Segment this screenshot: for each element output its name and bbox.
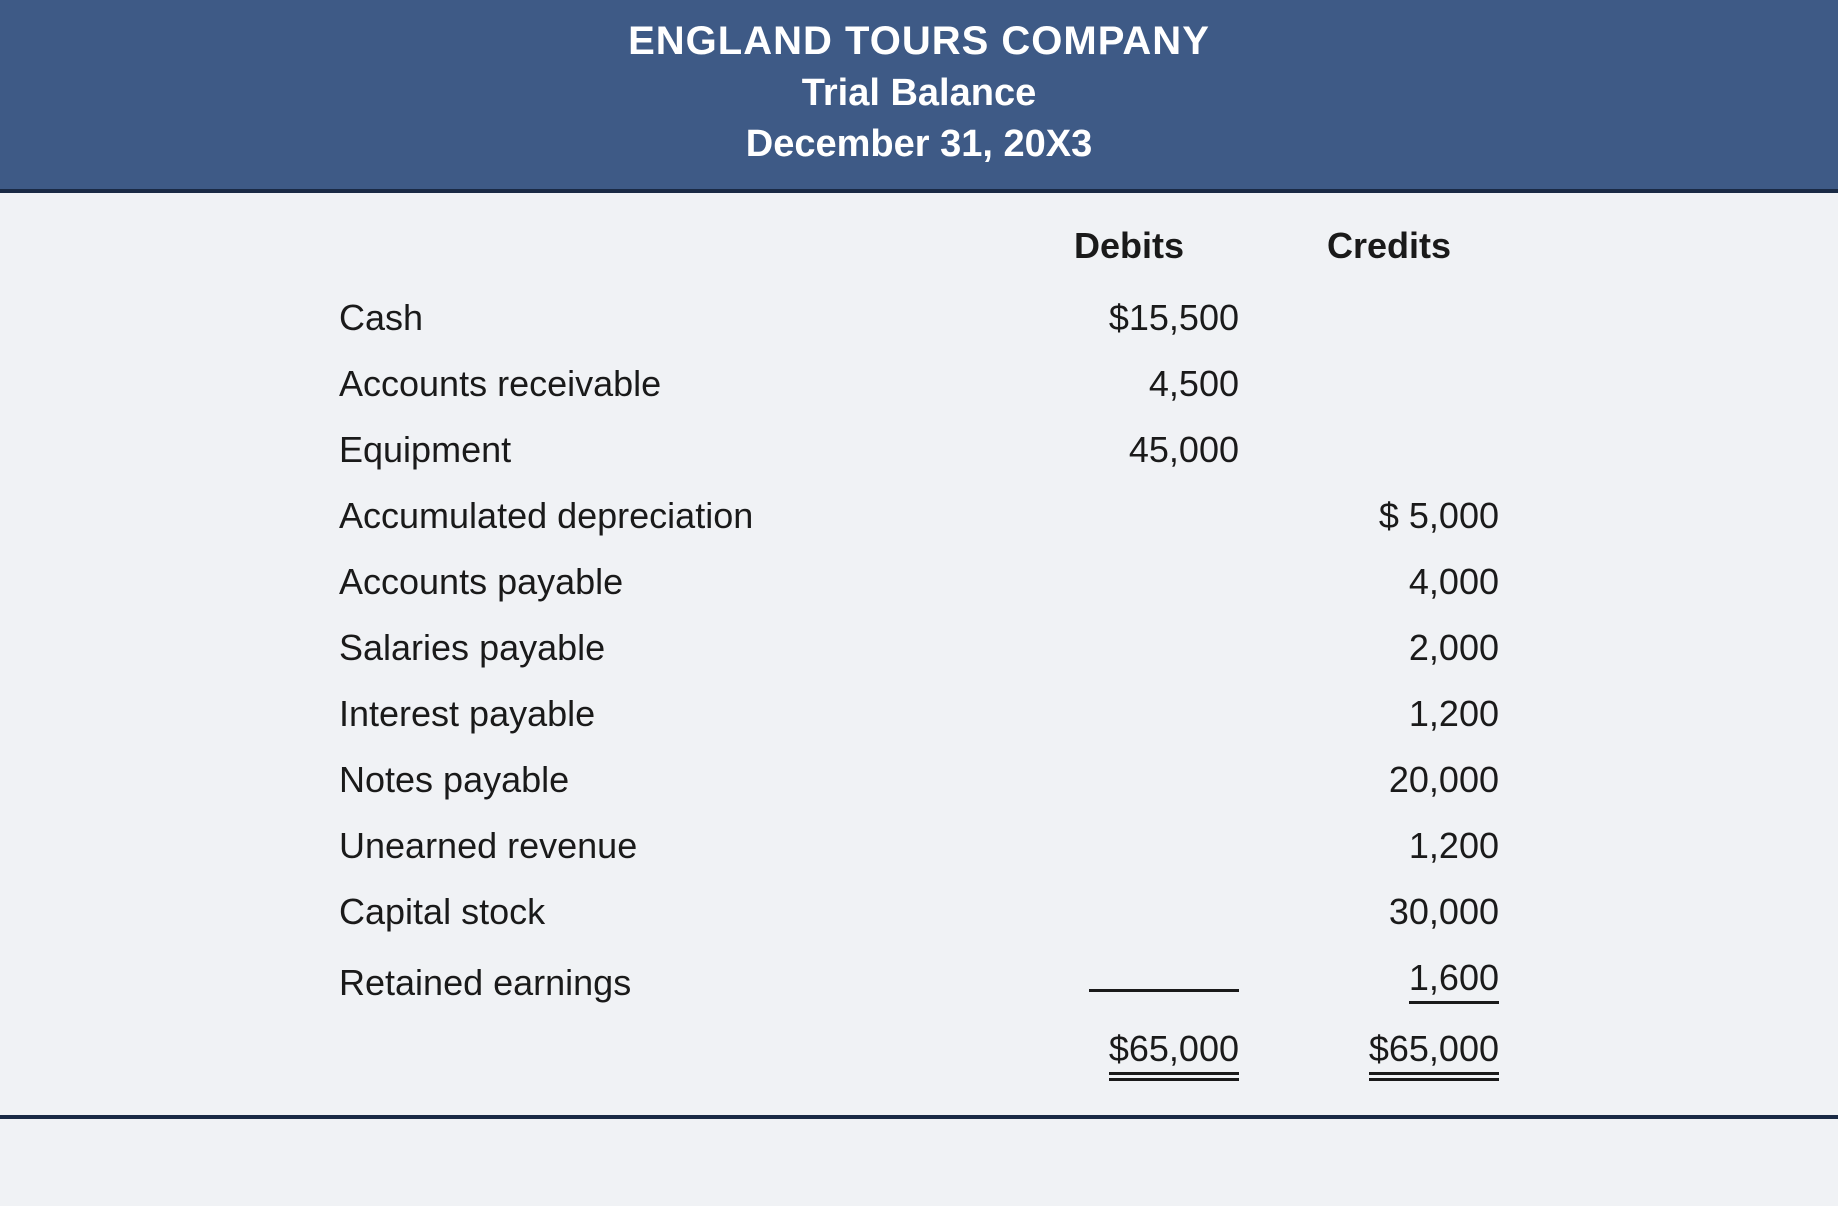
account-name: Equipment — [299, 417, 1019, 483]
debit-amount — [1019, 879, 1279, 945]
account-name: Accounts payable — [299, 549, 1019, 615]
credit-amount: 1,600 — [1279, 945, 1539, 1016]
table-row: Unearned revenue 1,200 — [299, 813, 1539, 879]
account-name: Salaries payable — [299, 615, 1019, 681]
account-name: Unearned revenue — [299, 813, 1019, 879]
credit-amount: 30,000 — [1279, 879, 1539, 945]
footer-rule — [0, 1115, 1838, 1119]
statement-header: ENGLAND TOURS COMPANY Trial Balance Dece… — [0, 0, 1838, 193]
table-row: Notes payable 20,000 — [299, 747, 1539, 813]
totals-row: $65,000 $65,000 — [299, 1016, 1539, 1087]
credit-amount: 1,200 — [1279, 681, 1539, 747]
credit-amount: 2,000 — [1279, 615, 1539, 681]
trial-balance-statement: ENGLAND TOURS COMPANY Trial Balance Dece… — [0, 0, 1838, 1119]
account-name: Retained earnings — [299, 945, 1019, 1016]
table-row: Equipment 45,000 — [299, 417, 1539, 483]
table-row: Accounts receivable 4,500 — [299, 351, 1539, 417]
debit-amount — [1019, 615, 1279, 681]
debits-header: Debits — [1019, 213, 1279, 285]
account-name: Accumulated depreciation — [299, 483, 1019, 549]
report-title: Trial Balance — [0, 68, 1838, 119]
credit-amount: $ 5,000 — [1279, 483, 1539, 549]
debit-amount — [1019, 813, 1279, 879]
table-row: Capital stock 30,000 — [299, 879, 1539, 945]
account-name: Notes payable — [299, 747, 1019, 813]
credits-header: Credits — [1279, 213, 1539, 285]
debit-amount: 4,500 — [1019, 351, 1279, 417]
account-name: Capital stock — [299, 879, 1019, 945]
subtotal-rule — [1089, 989, 1239, 995]
company-name: ENGLAND TOURS COMPANY — [0, 14, 1838, 68]
debit-amount — [1019, 945, 1279, 1016]
blank-header — [299, 213, 1019, 285]
credit-amount — [1279, 351, 1539, 417]
report-date: December 31, 20X3 — [0, 119, 1838, 170]
account-name: Cash — [299, 285, 1019, 351]
account-name: Interest payable — [299, 681, 1019, 747]
debit-amount — [1019, 747, 1279, 813]
credit-amount — [1279, 417, 1539, 483]
debit-amount — [1019, 681, 1279, 747]
debit-amount: 45,000 — [1019, 417, 1279, 483]
credit-amount: 4,000 — [1279, 549, 1539, 615]
debit-total: $65,000 — [1019, 1016, 1279, 1087]
debit-amount: $15,500 — [1019, 285, 1279, 351]
table-row: Accounts payable 4,000 — [299, 549, 1539, 615]
credit-amount — [1279, 285, 1539, 351]
credit-amount: 20,000 — [1279, 747, 1539, 813]
credit-amount: 1,200 — [1279, 813, 1539, 879]
credit-total: $65,000 — [1279, 1016, 1539, 1087]
table-row: Retained earnings 1,600 — [299, 945, 1539, 1016]
table-row: Interest payable 1,200 — [299, 681, 1539, 747]
column-header-row: Debits Credits — [299, 213, 1539, 285]
totals-label — [299, 1016, 1019, 1087]
table-row: Cash $15,500 — [299, 285, 1539, 351]
statement-body: Debits Credits Cash $15,500 Accounts rec… — [0, 193, 1838, 1119]
debit-amount — [1019, 483, 1279, 549]
table-row: Salaries payable 2,000 — [299, 615, 1539, 681]
trial-balance-table: Debits Credits Cash $15,500 Accounts rec… — [299, 213, 1539, 1087]
table-row: Accumulated depreciation $ 5,000 — [299, 483, 1539, 549]
debit-amount — [1019, 549, 1279, 615]
account-name: Accounts receivable — [299, 351, 1019, 417]
